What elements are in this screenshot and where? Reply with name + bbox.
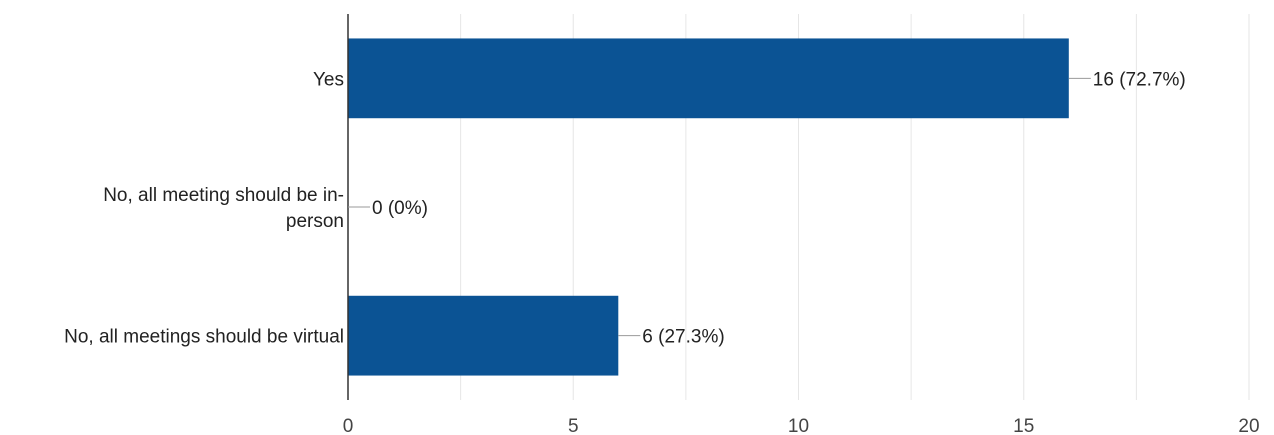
x-tick-label: 10 xyxy=(788,416,809,435)
bar xyxy=(348,295,619,376)
labels: 16 (72.7%) Yes 0 (0%) No, all meeting shoul… xyxy=(64,69,1186,347)
x-tick-label: 15 xyxy=(1013,416,1034,435)
x-tick-label: 20 xyxy=(1238,416,1259,435)
x-tick-label: 0 xyxy=(343,416,354,435)
category-label: No, all meetings should be virtual xyxy=(64,327,344,348)
data-label: 16 (72.7%) xyxy=(1093,69,1186,90)
x-tick-label: 5 xyxy=(568,416,579,435)
data-label: 0 (0%) xyxy=(372,198,428,219)
category-label: person xyxy=(286,211,344,232)
category-label: No, all meeting should be in- xyxy=(103,185,344,206)
category-label: Yes xyxy=(313,69,344,90)
bar xyxy=(348,38,1069,119)
bars xyxy=(348,38,1069,376)
data-label: 6 (27.3%) xyxy=(642,327,724,348)
